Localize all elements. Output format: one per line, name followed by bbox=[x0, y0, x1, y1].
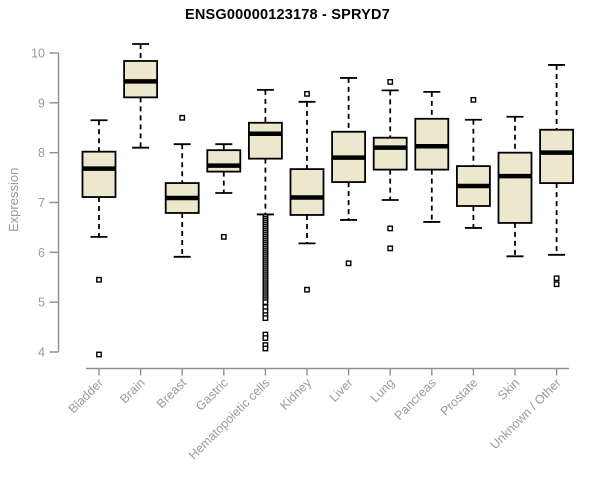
x-category-label: Hematopoietic cells bbox=[186, 376, 273, 463]
outlier-point bbox=[553, 275, 560, 282]
box-liver bbox=[331, 77, 367, 267]
iqr-box bbox=[206, 149, 242, 173]
x-category-label: Pancreas bbox=[392, 376, 439, 423]
iqr-box bbox=[497, 151, 533, 224]
box-skin bbox=[497, 115, 533, 258]
outlier-point bbox=[304, 286, 310, 293]
box-lung bbox=[372, 79, 408, 252]
y-tick-label: 10 bbox=[31, 47, 45, 61]
x-category-label: Prostate bbox=[438, 376, 481, 419]
y-tick-label: 5 bbox=[38, 296, 45, 310]
iqr-box bbox=[372, 136, 408, 171]
outlier-point bbox=[262, 335, 269, 341]
box-gastric bbox=[206, 143, 242, 240]
box-pancreas bbox=[414, 90, 450, 223]
outlier-point bbox=[262, 315, 269, 322]
outlier-point bbox=[304, 90, 310, 97]
iqr-box bbox=[289, 168, 325, 216]
outlier-point bbox=[345, 260, 352, 267]
box-unknown-other bbox=[539, 64, 574, 288]
y-tick-label: 4 bbox=[38, 346, 45, 360]
box-bladder bbox=[81, 119, 117, 358]
outlier-point bbox=[96, 276, 102, 283]
outlier-point bbox=[470, 96, 477, 103]
chart-title: ENSG00000123178 - SPRYD7 bbox=[185, 7, 390, 23]
box-prostate bbox=[455, 96, 491, 229]
iqr-box bbox=[81, 150, 117, 198]
x-category-label: Brain bbox=[117, 376, 148, 407]
x-category-label: Gastric bbox=[193, 376, 231, 414]
y-tick-label: 6 bbox=[38, 246, 45, 260]
outlier-point bbox=[96, 351, 102, 358]
box-brain bbox=[123, 43, 158, 149]
x-category-label: Skin bbox=[495, 376, 522, 403]
box-hematopoietic-cells bbox=[247, 88, 283, 352]
outlier-point bbox=[387, 225, 394, 232]
box-kidney bbox=[289, 90, 325, 293]
x-category-label: Bladder bbox=[66, 376, 106, 416]
outlier-point bbox=[553, 281, 560, 288]
iqr-box bbox=[539, 128, 574, 184]
y-tick-label: 7 bbox=[38, 196, 45, 210]
x-category-label: Liver bbox=[327, 376, 356, 405]
iqr-box bbox=[247, 121, 283, 160]
outlier-point bbox=[262, 299, 269, 306]
y-tick-label: 9 bbox=[38, 96, 45, 110]
box-breast bbox=[164, 114, 200, 258]
x-category-label: Unknown / Other bbox=[487, 376, 563, 452]
y-tick-label: 8 bbox=[38, 146, 45, 160]
x-category-label: Breast bbox=[154, 375, 190, 411]
outlier-point bbox=[220, 233, 227, 240]
x-category-label: Kidney bbox=[277, 375, 314, 412]
outlier-point bbox=[387, 79, 394, 85]
x-category-label: Lung bbox=[368, 376, 398, 406]
outlier-point bbox=[262, 345, 269, 352]
outlier-point bbox=[387, 245, 394, 252]
outlier-point bbox=[179, 114, 186, 121]
